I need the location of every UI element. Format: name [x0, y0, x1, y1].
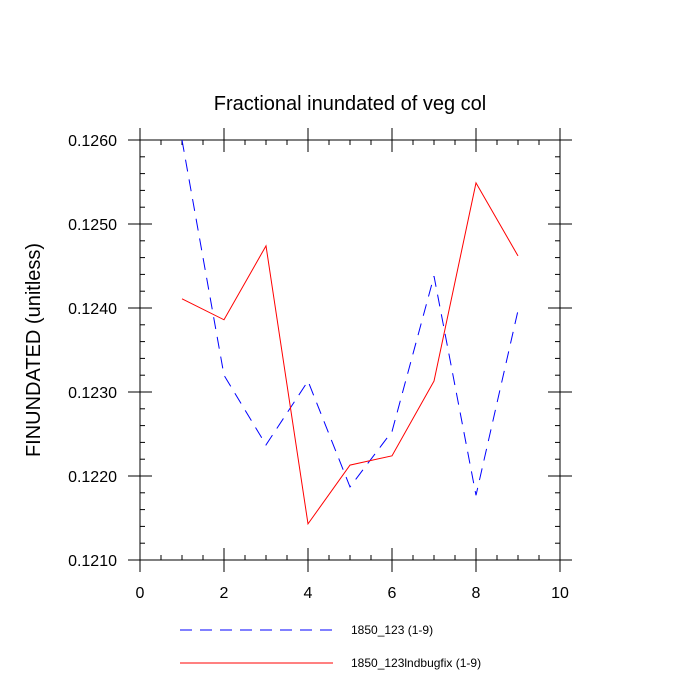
tick-labels: 0 2 4 6 8 10 0.1210 0.1220 0.1230 0.1240 0.1250 0.1… — [68, 133, 569, 602]
series-line-1 — [181, 140, 519, 496]
legend-label-1: 1850_123 (1-9) — [351, 623, 433, 637]
legend-label-2: 1850_123lndbugfix (1-9) — [351, 656, 481, 670]
series-group — [181, 140, 519, 526]
y-tick-label: 0.1240 — [68, 301, 117, 318]
major-ticks — [128, 128, 572, 572]
x-tick-label: 10 — [551, 585, 569, 602]
y-tick-label: 0.1260 — [68, 133, 117, 150]
x-tick-label: 8 — [472, 585, 481, 602]
y-tick-label: 0.1220 — [68, 469, 117, 486]
plot-frame — [139, 139, 561, 561]
y-tick-label: 0.1230 — [68, 385, 117, 402]
y-axis-label: FINUNDATED (unitless) — [23, 243, 45, 457]
x-tick-label: 2 — [220, 585, 229, 602]
x-tick-label: 6 — [388, 585, 397, 602]
series-line-2 — [181, 181, 519, 526]
x-tick-label: 0 — [136, 585, 145, 602]
legend: 1850_123 (1-9) 1850_123lndbugfix (1-9) — [180, 623, 481, 670]
x-tick-label: 4 — [304, 585, 313, 602]
chart-title: Fractional inundated of veg col — [214, 93, 486, 115]
y-tick-label: 0.1210 — [68, 553, 117, 570]
y-tick-label: 0.1250 — [68, 217, 117, 234]
minor-ticks — [139, 139, 561, 561]
